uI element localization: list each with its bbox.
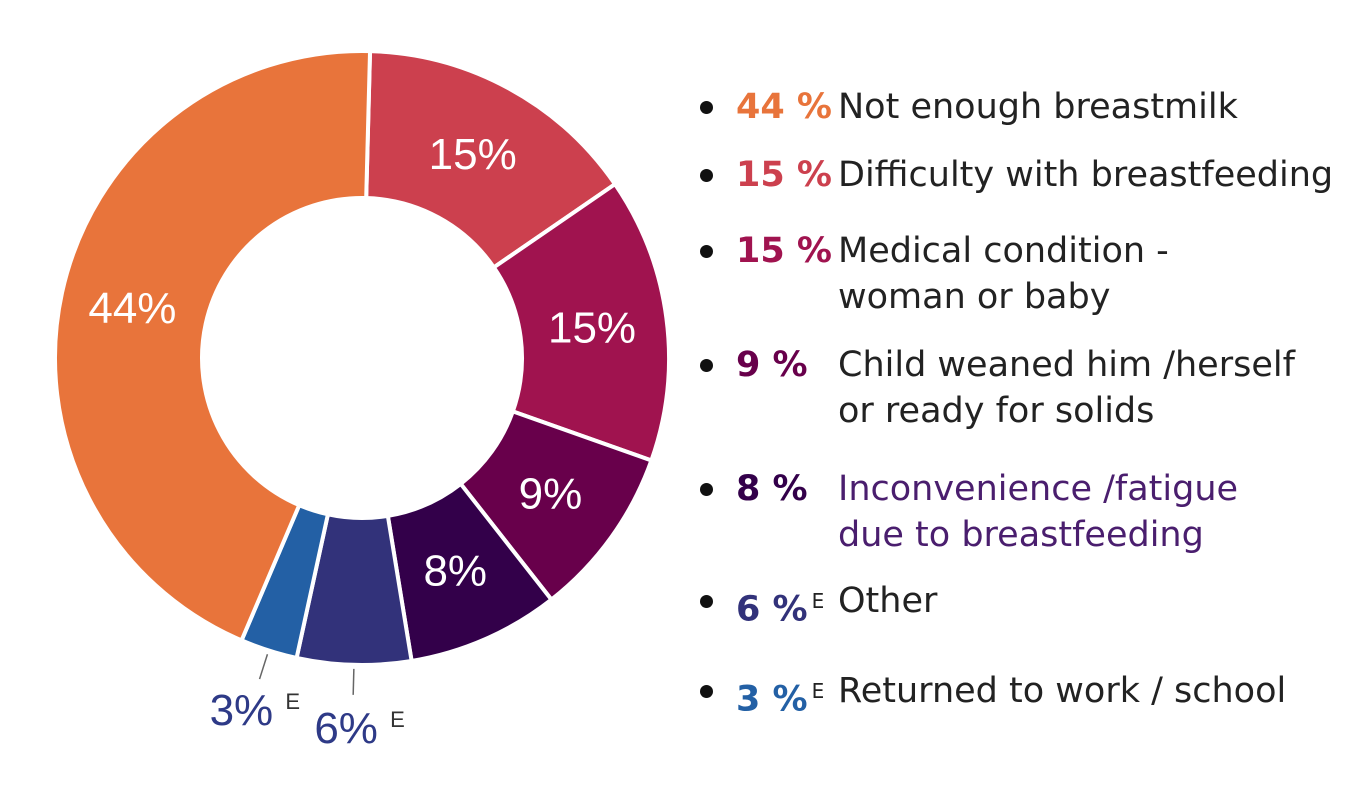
legend-percent-value: 15 %: [736, 231, 832, 271]
donut-slices: [53, 49, 671, 667]
legend-label-line: Other: [838, 581, 938, 621]
legend-percent-value: 8 %: [736, 469, 808, 509]
legend-percent: 44 %: [736, 84, 832, 130]
leader-lines: [258, 654, 355, 695]
bullet-icon: [700, 685, 713, 698]
bullet-icon: [700, 169, 713, 182]
bullet-icon: [700, 359, 713, 372]
slice-difficulty-with-breastfeeding: [364, 49, 618, 271]
legend-label: Not enough breastmilk: [838, 84, 1238, 130]
legend-percent-value: 15 %: [736, 155, 832, 195]
legend-percent-value: 6 %: [736, 589, 808, 630]
slice-label-returned-to-work-school: 3%: [210, 686, 274, 735]
legend-label-line: Not enough breastmilk: [838, 87, 1238, 127]
slice-label-child-weaned-him-herself-or-ready-for-solids: 9%: [519, 469, 583, 518]
legend-label: Difficulty with breastfeeding: [838, 152, 1333, 198]
legend-label-line: Medical condition -: [838, 231, 1169, 271]
legend-superscript: E: [811, 679, 825, 703]
legend-label-line: Inconvenience /fatigue: [838, 469, 1239, 509]
legend-label-line: Child weaned him /herself: [838, 345, 1295, 385]
slice-label-other: 6%: [314, 704, 378, 753]
legend-label: Inconvenience /fatigue due to breastfeedi…: [838, 466, 1238, 558]
legend-label: Other: [838, 578, 937, 624]
slice-not-enough-breastmilk: [53, 49, 373, 644]
legend-percent-value: 9 %: [736, 345, 808, 385]
slice-label-difficulty-with-breastfeeding: 15%: [429, 130, 517, 179]
slice-label-not-enough-breastmilk: 44%: [88, 284, 176, 333]
slice-label-superscript-returned-to-work-school: E: [285, 689, 300, 714]
legend-percent: 3 % E: [736, 668, 824, 723]
legend-label: Medical condition - woman or baby: [838, 228, 1169, 320]
legend-label: Returned to work / school: [838, 668, 1286, 714]
legend: 44 % Not enough breastmilk 15 % Difficulty …: [700, 0, 1360, 786]
slice-label-medical-condition-woman-or-baby: 15%: [548, 304, 636, 353]
bullet-icon: [700, 245, 713, 258]
bullet-icon: [700, 101, 713, 114]
legend-percent: 9 %: [736, 342, 808, 388]
legend-label: Child weaned him /herself or ready for so…: [838, 342, 1295, 434]
legend-label-line: Returned to work / school: [838, 671, 1287, 711]
donut-chart: 44% 15% 15% 9% 8% 6% E 3% E: [53, 49, 671, 753]
legend-label-line: or ready for solids: [838, 391, 1155, 431]
legend-percent: 15 %: [736, 228, 832, 274]
legend-percent: 15 %: [736, 152, 832, 198]
legend-label-line: Difficulty with breastfeeding: [838, 155, 1334, 195]
bullet-icon: [700, 595, 713, 608]
legend-percent-value: 44 %: [736, 87, 832, 127]
legend-label-line: woman or baby: [838, 277, 1111, 317]
legend-label-line: due to breastfeeding: [838, 515, 1204, 555]
legend-superscript: E: [811, 589, 825, 613]
legend-percent-value: 3 %: [736, 679, 808, 720]
slice-medical-condition-woman-or-baby: [491, 181, 671, 464]
slice-label-inconvenience-fatigue-due-to-breastfeeding: 8%: [423, 546, 487, 595]
slice-labels: 44% 15% 15% 9% 8% 6% E 3% E: [88, 130, 636, 753]
legend-percent: 6 % E: [736, 578, 824, 633]
legend-percent: 8 %: [736, 466, 808, 512]
slice-label-superscript-other: E: [390, 707, 405, 732]
leader-line-returned-to-work-school: [258, 654, 269, 680]
bullet-icon: [700, 483, 713, 496]
leader-line-other: [352, 668, 355, 695]
